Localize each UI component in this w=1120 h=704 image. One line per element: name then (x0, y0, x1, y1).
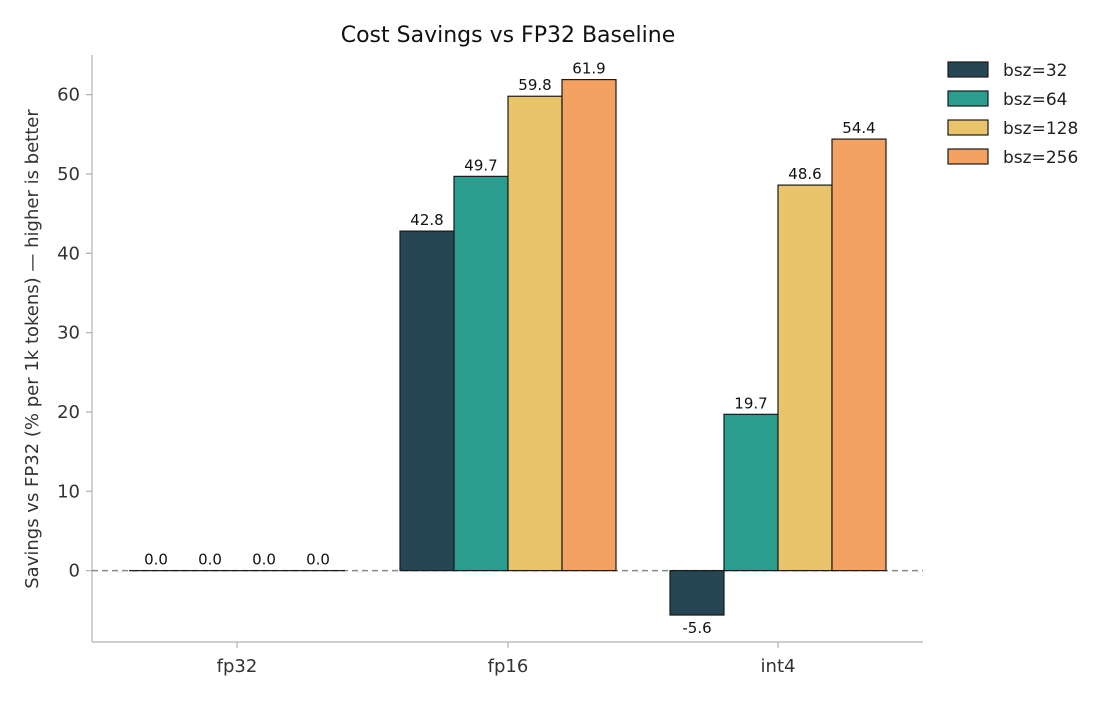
y-tick-label: 10 (57, 481, 80, 502)
bar-value-label: -5.6 (682, 619, 711, 637)
y-axis: 0 10 20 30 40 50 60 (57, 55, 93, 642)
bar (399, 230, 455, 572)
legend-swatch (947, 90, 989, 107)
bar (561, 78, 617, 572)
y-tick-label: 60 (57, 85, 80, 106)
y-tick-label: 0 (69, 561, 80, 582)
bar (453, 175, 509, 572)
chart-title: Cost Savings vs FP32 Baseline (341, 23, 676, 48)
bar (507, 95, 563, 572)
y-tick-label: 30 (57, 323, 80, 344)
bar (669, 570, 725, 616)
y-tick-label: 20 (57, 402, 80, 423)
bar-value-label: 59.8 (518, 76, 551, 94)
legend-swatch (947, 61, 989, 78)
legend-label: bsz=64 (1003, 90, 1067, 110)
legend: bsz=32 bsz=64 bsz=128 bsz=256 (947, 61, 1078, 168)
x-tick-label: fp32 (217, 656, 258, 677)
legend-swatch (947, 119, 989, 136)
legend-swatch (947, 148, 989, 165)
bar-value-label: 42.8 (410, 211, 443, 229)
bar (777, 184, 833, 572)
bar-value-label: 49.7 (464, 156, 497, 174)
bar-value-label: 0.0 (144, 551, 168, 569)
legend-label: bsz=256 (1003, 148, 1078, 168)
x-tick-label: int4 (761, 656, 796, 677)
bar (831, 138, 887, 572)
y-axis-label: Savings vs FP32 (% per 1k tokens) — high… (22, 109, 43, 589)
y-tick-label: 50 (57, 164, 80, 185)
bar-value-label: 0.0 (252, 551, 276, 569)
x-axis: fp32 fp16 int4 (92, 641, 923, 677)
x-tick-label: fp16 (488, 656, 529, 677)
bar-value-label: 48.6 (788, 165, 821, 183)
bar-value-label: 0.0 (198, 551, 222, 569)
bar-value-label: 19.7 (734, 394, 767, 412)
bar-value-label: 0.0 (306, 551, 330, 569)
legend-label: bsz=128 (1003, 119, 1078, 139)
value-labels: 0.0 42.8 -5.6 0.0 49.7 19.7 0.0 59.8 48.6 0.0 61.9… (144, 60, 876, 637)
bar (723, 413, 779, 572)
legend-label: bsz=32 (1003, 61, 1067, 81)
bars (129, 78, 887, 616)
y-tick-label: 40 (57, 243, 80, 264)
bar-value-label: 54.4 (842, 119, 875, 137)
bar-value-label: 61.9 (572, 60, 605, 78)
